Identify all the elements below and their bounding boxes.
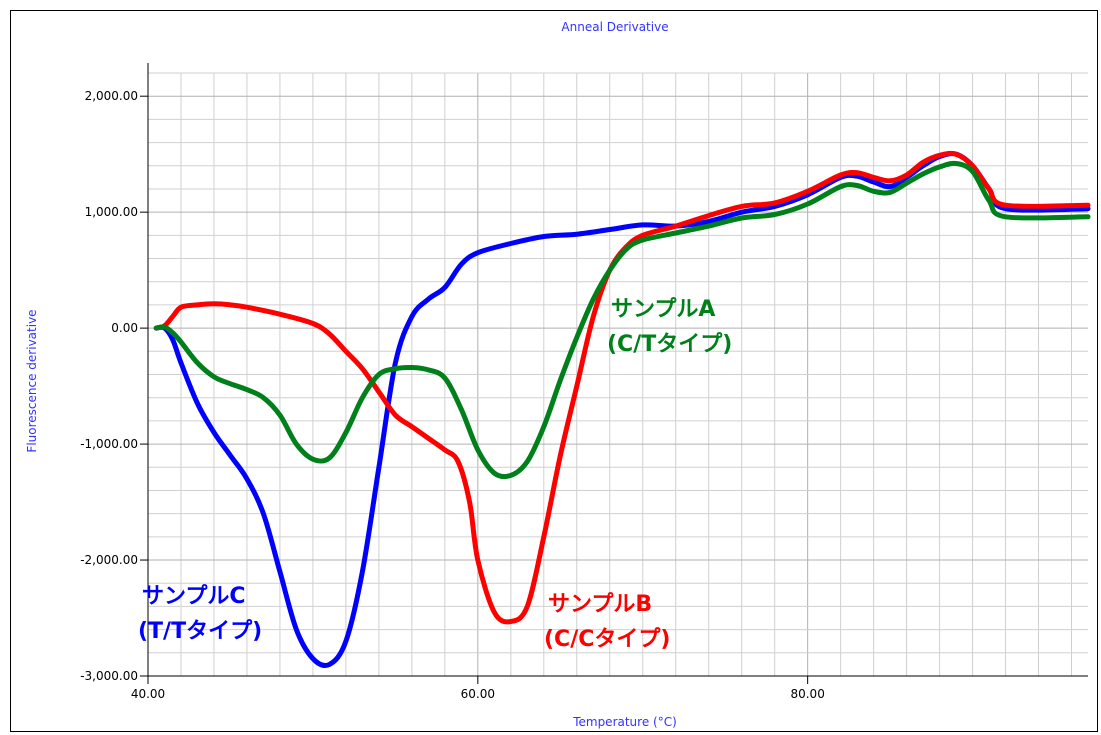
x-tick-label: 80.00 [790, 687, 824, 701]
grid [148, 72, 1088, 676]
annotation-label: サンプルB [548, 592, 652, 617]
annotations: サンプルA (C/Tタイプ) サンプルB (C/Cタイプ) サンプルC (T/Tタイプ) [138, 297, 732, 652]
annotation-sublabel: (C/Tタイプ) [607, 332, 732, 357]
chart-title: Anneal Derivative [561, 20, 668, 34]
annotation-label: サンプルA [611, 297, 715, 322]
y-tick-label: 0.00 [111, 321, 138, 335]
series-line-0 [153, 151, 1091, 669]
x-tick-label: 60.00 [461, 687, 495, 701]
annotation-label: サンプルC [142, 584, 246, 609]
y-tick-label: 2,000.00 [85, 89, 138, 103]
y-tick-label: -1,000.00 [80, 437, 138, 451]
series-lines [153, 150, 1091, 669]
y-axis-title: Fluorescence derivative [25, 309, 39, 452]
x-tick-label: 40.00 [131, 687, 165, 701]
annotation-sublabel: (C/Cタイプ) [544, 627, 670, 652]
series-line-1 [153, 150, 1091, 625]
x-axis-title: Temperature (°C) [572, 715, 677, 729]
axes: 2,000.00 1,000.00 0.00 -1,000.00 -2,000.00 -3… [80, 63, 1088, 701]
y-tick-label: -2,000.00 [80, 553, 138, 567]
annotation-sublabel: (T/Tタイプ) [138, 619, 262, 644]
chart-frame: Anneal Derivative Fluorescence derivativ… [10, 10, 1098, 732]
chart: Anneal Derivative Fluorescence derivativ… [25, 20, 1091, 729]
series-line-2 [153, 160, 1091, 480]
y-tick-label: 1,000.00 [85, 205, 138, 219]
y-tick-label: -3,000.00 [80, 669, 138, 683]
